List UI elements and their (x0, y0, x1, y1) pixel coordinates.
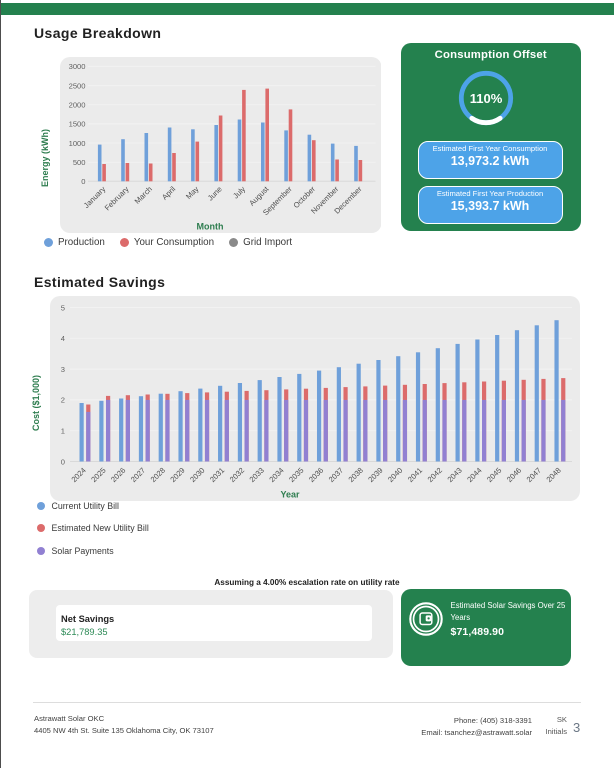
svg-text:1000: 1000 (68, 139, 85, 148)
svg-text:Year: Year (280, 490, 300, 500)
svg-text:1500: 1500 (68, 120, 85, 129)
svg-text:4: 4 (61, 334, 65, 343)
svg-text:3: 3 (61, 365, 65, 374)
svg-text:0: 0 (61, 457, 65, 466)
svg-text:Month: Month (196, 222, 223, 232)
svg-text:2500: 2500 (68, 81, 85, 90)
svg-text:2: 2 (61, 396, 65, 405)
svg-text:2000: 2000 (68, 101, 85, 110)
svg-text:1: 1 (61, 427, 65, 436)
svg-text:110%: 110% (470, 90, 503, 105)
svg-text:5: 5 (61, 303, 65, 312)
svg-text:500: 500 (72, 158, 85, 167)
svg-text:0: 0 (81, 177, 85, 186)
svg-text:3000: 3000 (68, 62, 85, 71)
